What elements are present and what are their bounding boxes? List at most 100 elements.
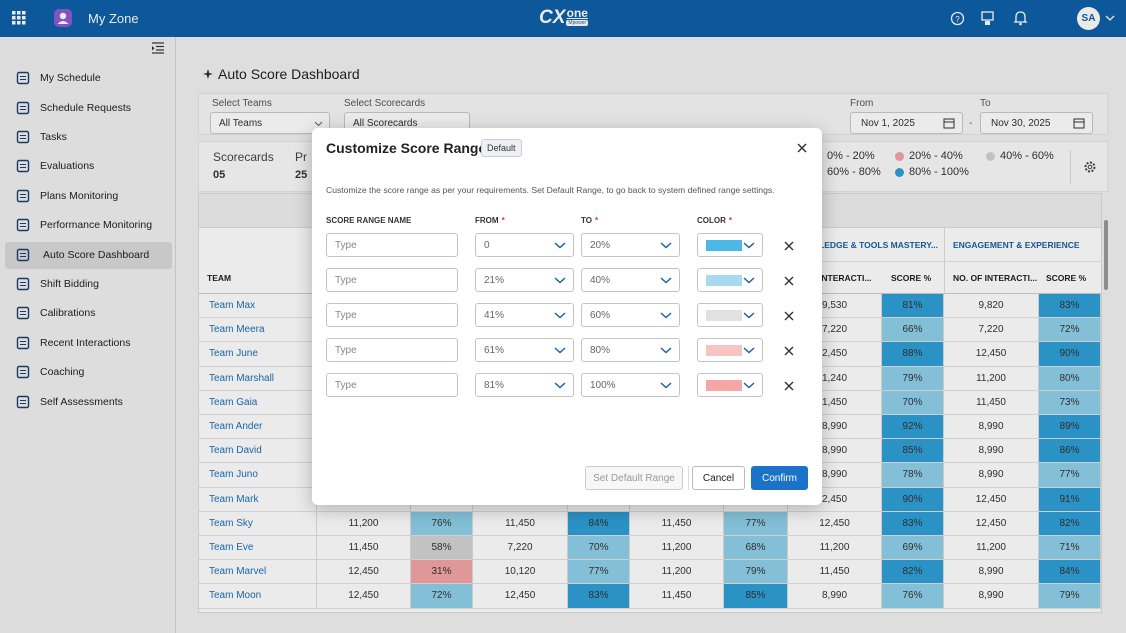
nav-label: Performance Monitoring	[40, 219, 153, 231]
from-date[interactable]: Nov 1, 2025	[850, 112, 963, 134]
column-label: FROM	[475, 216, 499, 225]
nav-item[interactable]: Calibrations	[5, 300, 172, 327]
value-cell: 12,450	[944, 511, 1039, 536]
user-avatar[interactable]: SA	[1077, 7, 1100, 30]
value-cell: 9,530	[788, 294, 882, 319]
remove-icon[interactable]	[782, 309, 796, 323]
score-cell: 84%	[1039, 560, 1101, 585]
cancel-button[interactable]: Cancel	[692, 466, 745, 490]
to-select[interactable]: 20%	[581, 233, 680, 257]
score-cell: 31%	[411, 560, 473, 585]
to-value: 40%	[590, 274, 611, 286]
color-swatch	[706, 309, 742, 321]
device-icon[interactable]	[980, 10, 995, 26]
nav-label: Evaluations	[40, 160, 95, 172]
confirm-button[interactable]: Confirm	[751, 466, 808, 490]
score-cell: 76%	[882, 584, 944, 609]
range-name-input[interactable]: Type	[326, 338, 458, 362]
range-name-input[interactable]: Type	[326, 233, 458, 257]
score-cell: 85%	[882, 439, 944, 464]
remove-icon[interactable]	[782, 379, 796, 393]
to-select[interactable]: 100%	[581, 373, 680, 397]
nav-item[interactable]: Tasks	[5, 124, 172, 151]
from-select[interactable]: 0	[475, 233, 574, 257]
value-cell: 9,820	[944, 294, 1039, 319]
score-cell: 90%	[1039, 342, 1101, 367]
color-select[interactable]	[697, 373, 763, 397]
nav-icon	[16, 159, 30, 173]
value-cell: 7,220	[788, 318, 882, 343]
close-icon[interactable]	[797, 143, 807, 153]
nav-label: Self Assessments	[40, 396, 123, 408]
date-separator: -	[969, 118, 973, 129]
legend-swatch	[895, 167, 904, 177]
help-icon[interactable]: ?	[950, 11, 965, 26]
color-select[interactable]	[697, 268, 763, 292]
from-select[interactable]: 61%	[475, 338, 574, 362]
nav-item[interactable]: Coaching	[5, 359, 172, 386]
nav-item[interactable]: Self Assessments	[5, 389, 172, 416]
legend-label: 80% - 100%	[909, 166, 969, 178]
legend-item: 20% - 40%	[895, 150, 986, 162]
nav-item[interactable]: Plans Monitoring	[5, 183, 172, 210]
cell[interactable]: Team Moon	[199, 584, 317, 609]
stat-label: Scorecards	[213, 150, 274, 164]
nav-item[interactable]: Evaluations	[5, 153, 172, 180]
to-date[interactable]: Nov 30, 2025	[980, 112, 1093, 134]
collapse-icon[interactable]	[151, 42, 165, 54]
to-select[interactable]: 80%	[581, 338, 680, 362]
to-value: 20%	[590, 239, 611, 251]
score-cell: 69%	[882, 536, 944, 561]
date-value: Nov 30, 2025	[991, 118, 1051, 129]
nav-item[interactable]: Shift Bidding	[5, 271, 172, 298]
stat-value: 25	[295, 169, 308, 181]
select-value: All Teams	[219, 118, 263, 129]
value-cell: 11,450	[944, 390, 1039, 415]
nav-item[interactable]: Performance Monitoring	[5, 212, 172, 239]
teams-select[interactable]: All Teams	[210, 112, 330, 134]
range-name-input[interactable]: Type	[326, 268, 458, 292]
from-select[interactable]: 21%	[475, 268, 574, 292]
from-select[interactable]: 41%	[475, 303, 574, 327]
divider	[788, 261, 1101, 262]
range-name-input[interactable]: Type	[326, 373, 458, 397]
column-header: SCORE %	[891, 273, 932, 283]
bell-icon[interactable]	[1013, 10, 1028, 26]
value-cell: 12,450	[944, 487, 1039, 512]
cell[interactable]: Team Marvel	[199, 560, 317, 585]
chevron[interactable]	[1105, 15, 1115, 22]
set-default-button[interactable]: Set Default Range	[585, 466, 683, 490]
nav-item[interactable]: Auto Score Dashboard	[5, 242, 172, 269]
divider	[688, 466, 689, 490]
remove-icon[interactable]	[782, 239, 796, 253]
color-select[interactable]	[697, 233, 763, 257]
color-select[interactable]	[697, 303, 763, 327]
to-select[interactable]: 60%	[581, 303, 680, 327]
color-select[interactable]	[697, 338, 763, 362]
nav-item[interactable]: Recent Interactions	[5, 330, 172, 357]
range-name-input[interactable]: Type	[326, 303, 458, 327]
apps-icon[interactable]	[12, 11, 26, 25]
range-column-header: TO *	[581, 216, 598, 225]
value-cell: 11,200	[944, 366, 1039, 391]
nav-item[interactable]: My Schedule	[5, 65, 172, 92]
scrollbar	[1104, 220, 1108, 290]
cell[interactable]: Team Eve	[199, 536, 317, 561]
nav-item[interactable]: Schedule Requests	[5, 95, 172, 122]
value-cell: 11,450	[630, 584, 724, 609]
score-cell: 91%	[1039, 487, 1101, 512]
cell[interactable]: Team Sky	[199, 511, 317, 536]
to-select[interactable]: 40%	[581, 268, 680, 292]
from-select[interactable]: 81%	[475, 373, 574, 397]
nav-icon	[16, 306, 30, 320]
nav-icon	[16, 130, 30, 144]
remove-icon[interactable]	[782, 344, 796, 358]
settings-icon[interactable]	[1083, 160, 1097, 174]
value-cell: 7,220	[944, 318, 1039, 343]
score-cell: 79%	[1039, 584, 1101, 609]
chevron	[743, 277, 755, 284]
score-cell: 92%	[882, 415, 944, 440]
to-value: 100%	[590, 379, 616, 391]
remove-icon[interactable]	[782, 274, 796, 288]
value-cell: 8,990	[944, 463, 1039, 488]
